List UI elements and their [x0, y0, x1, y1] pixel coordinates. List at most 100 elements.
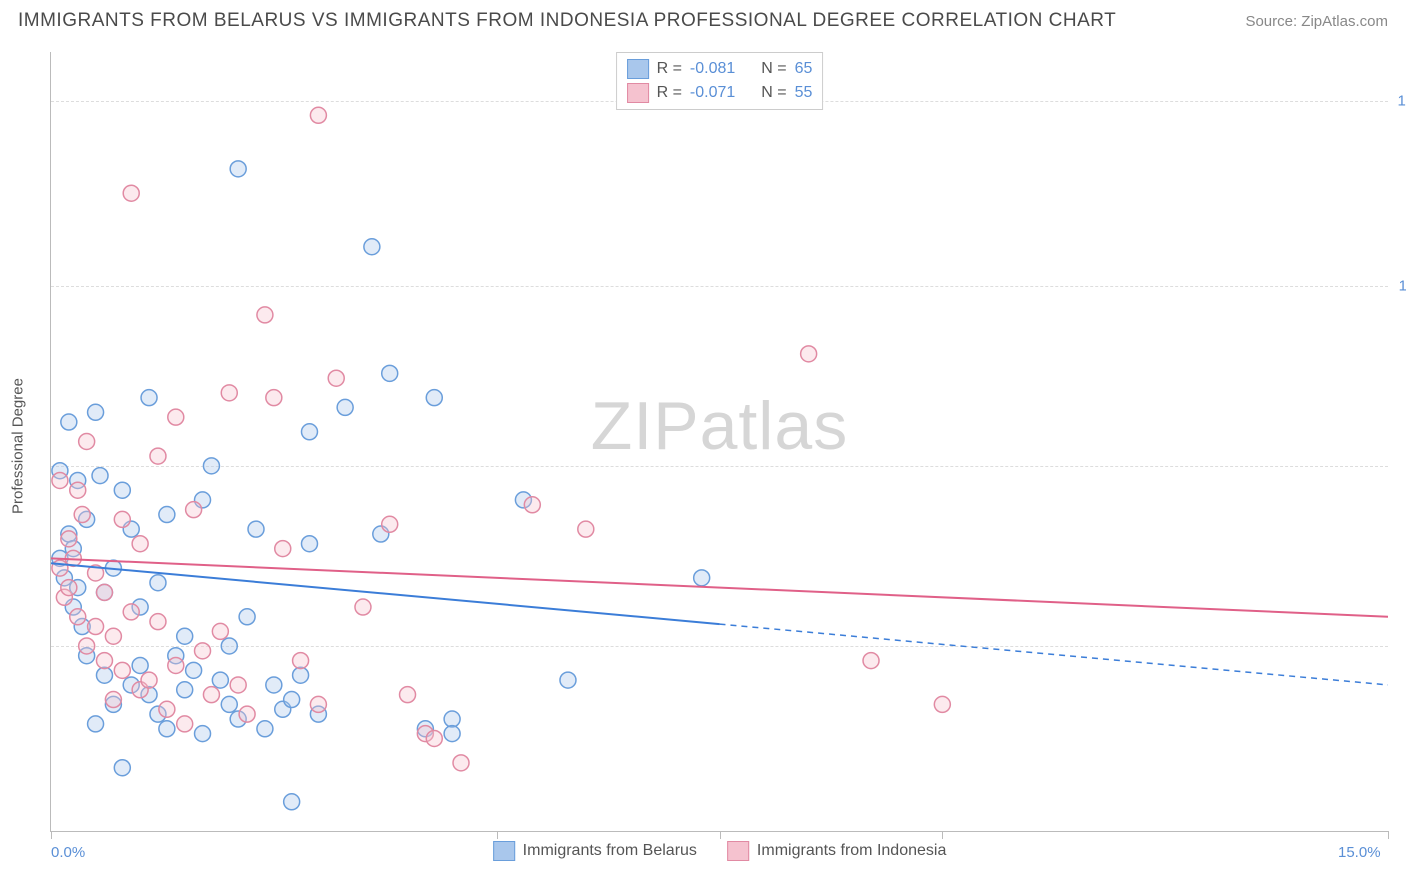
chart-source: Source: ZipAtlas.com: [1245, 13, 1388, 30]
n-label: N =: [761, 60, 786, 78]
data-point: [426, 730, 442, 746]
data-point: [863, 653, 879, 669]
data-point: [177, 682, 193, 698]
n-value: 65: [795, 60, 813, 78]
data-point: [159, 701, 175, 717]
chart-header: IMMIGRANTS FROM BELARUS VS IMMIGRANTS FR…: [0, 0, 1406, 38]
data-point: [212, 623, 228, 639]
x-tick: [720, 831, 721, 839]
data-point: [221, 696, 237, 712]
n-label: N =: [761, 84, 786, 102]
swatch-belarus: [493, 841, 515, 861]
r-value: -0.081: [690, 60, 735, 78]
data-point: [105, 628, 121, 644]
data-point: [159, 721, 175, 737]
data-point: [88, 404, 104, 420]
data-point: [79, 638, 95, 654]
data-point: [88, 716, 104, 732]
x-tick: [51, 831, 52, 839]
data-point: [801, 346, 817, 362]
data-point: [186, 502, 202, 518]
r-value: -0.071: [690, 84, 735, 102]
data-point: [150, 575, 166, 591]
x-tick-label: 0.0%: [51, 844, 85, 861]
data-point: [195, 726, 211, 742]
n-value: 55: [795, 84, 813, 102]
swatch-belarus: [627, 59, 649, 79]
data-point: [150, 448, 166, 464]
data-point: [159, 507, 175, 523]
data-point: [203, 458, 219, 474]
data-point: [230, 677, 246, 693]
y-axis-label: Professional Degree: [10, 378, 27, 514]
data-point: [88, 619, 104, 635]
data-point: [61, 580, 77, 596]
data-point: [141, 390, 157, 406]
chart-svg: [51, 52, 1388, 831]
data-point: [195, 643, 211, 659]
swatch-indonesia: [727, 841, 749, 861]
data-point: [355, 599, 371, 615]
data-point: [92, 468, 108, 484]
data-point: [79, 434, 95, 450]
data-point: [203, 687, 219, 703]
data-point: [74, 507, 90, 523]
data-point: [96, 653, 112, 669]
data-point: [293, 667, 309, 683]
data-point: [301, 424, 317, 440]
data-point: [266, 677, 282, 693]
data-point: [257, 721, 273, 737]
x-tick: [1388, 831, 1389, 839]
y-tick-label: 11.2%: [1399, 277, 1406, 294]
data-point: [168, 409, 184, 425]
r-label: R =: [657, 84, 682, 102]
data-point: [266, 390, 282, 406]
data-point: [186, 662, 202, 678]
data-point: [123, 185, 139, 201]
data-point: [123, 604, 139, 620]
trend-line-extrapolated: [720, 624, 1389, 685]
data-point: [293, 653, 309, 669]
data-point: [70, 609, 86, 625]
legend-item: Immigrants from Belarus: [493, 841, 697, 861]
data-point: [70, 482, 86, 498]
data-point: [52, 560, 68, 576]
chart-title: IMMIGRANTS FROM BELARUS VS IMMIGRANTS FR…: [18, 10, 1116, 32]
data-point: [114, 511, 130, 527]
legend-item: Immigrants from Indonesia: [727, 841, 946, 861]
data-point: [114, 760, 130, 776]
data-point: [150, 614, 166, 630]
data-point: [524, 497, 540, 513]
data-point: [284, 692, 300, 708]
legend-label: Immigrants from Indonesia: [757, 842, 946, 860]
swatch-indonesia: [627, 83, 649, 103]
data-point: [364, 239, 380, 255]
data-point: [239, 706, 255, 722]
data-point: [400, 687, 416, 703]
data-point: [444, 711, 460, 727]
data-point: [694, 570, 710, 586]
legend-label: Immigrants from Belarus: [523, 842, 697, 860]
data-point: [221, 385, 237, 401]
data-point: [96, 584, 112, 600]
y-tick-label: 15.0%: [1397, 92, 1406, 109]
data-point: [239, 609, 255, 625]
data-point: [177, 716, 193, 732]
data-point: [444, 726, 460, 742]
data-point: [114, 482, 130, 498]
bottom-legend: Immigrants from Belarus Immigrants from …: [493, 841, 947, 861]
x-tick: [497, 831, 498, 839]
data-point: [310, 107, 326, 123]
x-tick-label: 15.0%: [1338, 844, 1381, 861]
data-point: [141, 672, 157, 688]
x-tick: [942, 831, 943, 839]
data-point: [560, 672, 576, 688]
data-point: [132, 536, 148, 552]
data-point: [382, 365, 398, 381]
data-point: [61, 414, 77, 430]
data-point: [248, 521, 264, 537]
legend-row: R = -0.081 N = 65: [627, 57, 813, 81]
data-point: [114, 662, 130, 678]
data-point: [230, 161, 246, 177]
r-label: R =: [657, 60, 682, 78]
